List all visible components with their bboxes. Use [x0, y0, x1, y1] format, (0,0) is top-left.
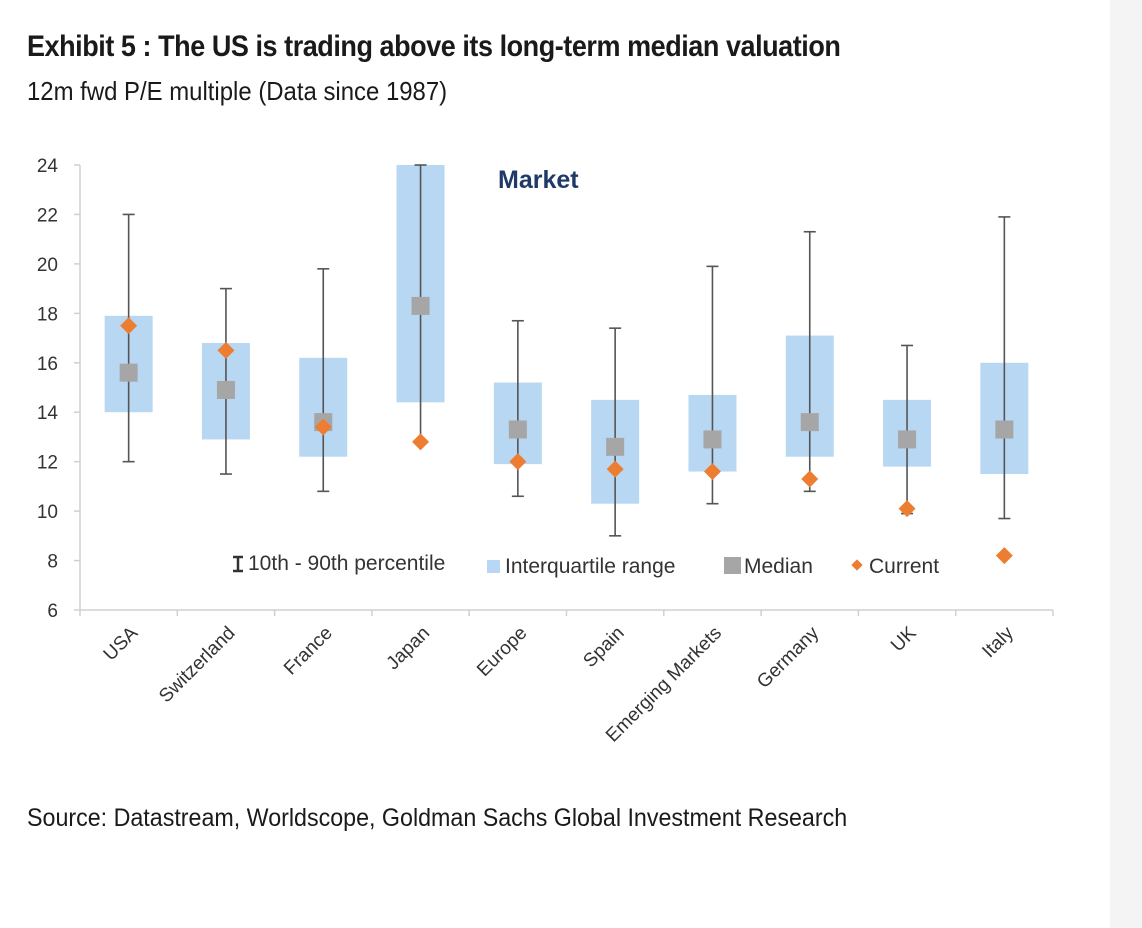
median-marker [216, 380, 235, 399]
current-marker [995, 547, 1013, 565]
current-marker [509, 453, 527, 471]
legend-label-current: Current [869, 555, 939, 578]
y-tick-label: 6 [47, 601, 58, 622]
current-marker [412, 433, 430, 451]
median-marker [606, 437, 625, 456]
legend: 10th - 90th percentile Interquartile ran… [233, 552, 939, 578]
current-marker [606, 460, 624, 478]
x-category-label: Europe [473, 623, 531, 681]
x-category-label: USA [100, 622, 143, 665]
legend-iqr-swatch [487, 560, 500, 573]
x-category-label: Italy [978, 622, 1018, 662]
plot-marks [104, 164, 1029, 565]
legend-current-swatch [851, 559, 863, 571]
box-group [883, 344, 932, 518]
current-marker [217, 341, 235, 359]
y-tick-label: 18 [37, 304, 58, 325]
median-marker [800, 413, 819, 432]
right-margin-strip [1110, 0, 1142, 928]
y-tick-label: 24 [37, 156, 59, 177]
median-marker [703, 430, 722, 449]
legend-label-iqr: Interquartile range [505, 555, 675, 578]
x-category-label: Spain [579, 623, 628, 672]
page-title: Exhibit 5 : The US is trading above its … [27, 30, 841, 63]
current-marker [314, 418, 332, 436]
y-tick-label: 8 [47, 552, 58, 573]
legend-median-swatch [724, 557, 741, 574]
current-marker [703, 463, 721, 481]
y-tick-label: 10 [37, 502, 58, 523]
page-subtitle: 12m fwd P/E multiple (Data since 1987) [27, 76, 448, 106]
box-group [104, 213, 153, 463]
x-category-label: France [280, 623, 337, 680]
box-group [396, 164, 445, 451]
y-axis: 6 8 10 12 14 16 18 20 22 24 [37, 156, 81, 622]
median-marker [508, 420, 527, 439]
box-group [201, 287, 250, 475]
y-tick-label: 22 [37, 205, 58, 226]
box-group [591, 327, 640, 537]
legend-label-percentile: 10th - 90th percentile [248, 552, 445, 575]
source-note: Source: Datastream, Worldscope, Goldman … [27, 804, 848, 832]
current-marker [801, 470, 819, 488]
y-tick-label: 14 [37, 403, 59, 424]
median-marker [411, 296, 430, 315]
x-category-label: Germany [753, 622, 823, 692]
y-tick-label: 20 [37, 255, 58, 276]
x-axis: USA Switzerland France Japan Europe SpainEmer… [79, 609, 1054, 747]
box-group [785, 230, 834, 493]
x-category-label: Japan [383, 623, 434, 674]
current-marker [898, 500, 916, 518]
box-group [688, 265, 737, 505]
median-marker [898, 430, 917, 449]
box-group [299, 268, 348, 493]
chart: 6 8 10 12 14 16 18 20 22 24 USA Switzerland France J… [37, 156, 1054, 747]
box-group [493, 319, 542, 498]
x-category-label: UK [887, 622, 921, 656]
median-marker [119, 363, 138, 382]
y-tick-label: 12 [37, 453, 58, 474]
y-tick-label: 16 [37, 354, 58, 375]
median-marker [995, 420, 1014, 439]
legend-label-median: Median [744, 555, 813, 578]
legend-whisker-icon [233, 555, 243, 573]
chart-title: Market [498, 166, 579, 194]
box-group [980, 216, 1029, 565]
x-category-label: Switzerland [155, 623, 239, 707]
